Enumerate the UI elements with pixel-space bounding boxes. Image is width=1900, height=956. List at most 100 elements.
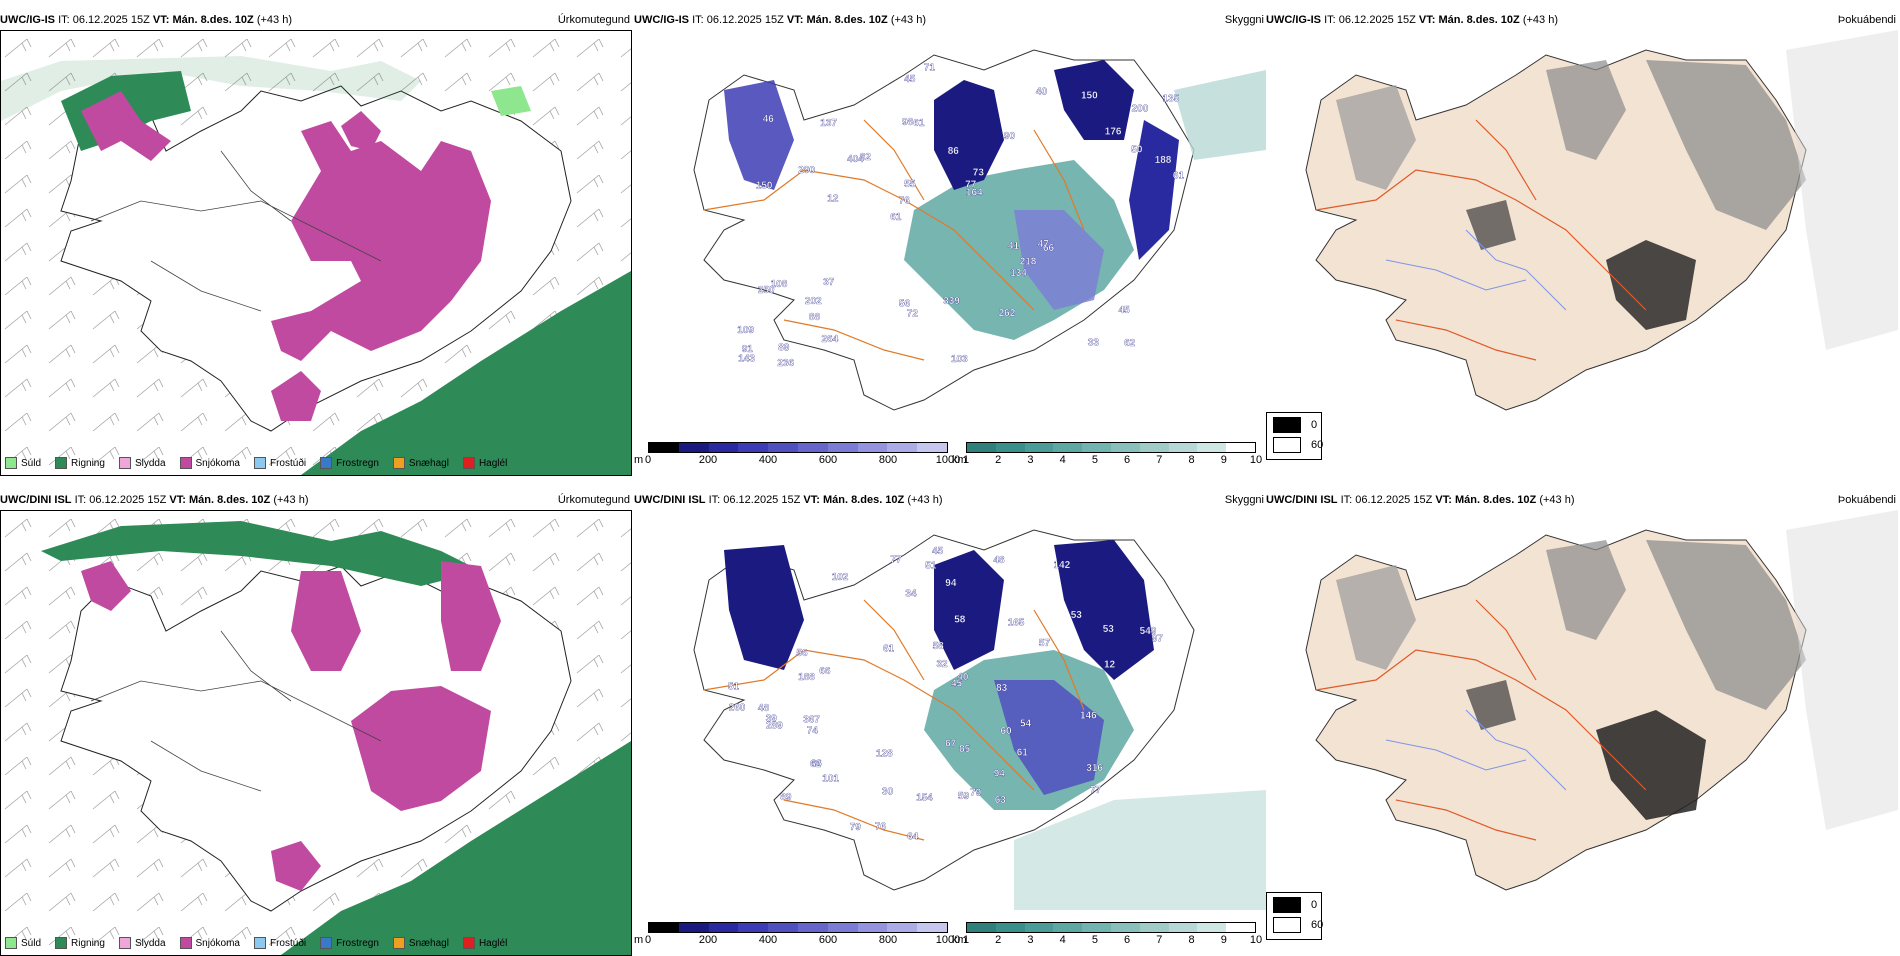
colorbar-segment bbox=[1110, 443, 1140, 452]
colorbar-tick: 600 bbox=[818, 454, 838, 466]
colorbar-segment bbox=[1110, 923, 1140, 932]
visibility-value-label: 58 bbox=[933, 641, 945, 652]
precip-legend: Súld Rigning Slydda Snjókoma Frostúði Frostre… bbox=[5, 457, 507, 469]
visibility-value-label: 76 bbox=[899, 196, 911, 207]
fog-legend-row: 60 bbox=[1273, 917, 1323, 933]
it-label: IT: bbox=[58, 14, 70, 26]
visibility-value-label: 61 bbox=[890, 212, 902, 223]
colorbar-segment bbox=[995, 443, 1025, 452]
vt-label: VT: bbox=[803, 494, 820, 506]
colorbar-segment bbox=[887, 923, 918, 932]
colorbar-tick: 1 bbox=[962, 934, 970, 946]
visibility-colorbar-ticks: 1 2 3 4 5 6 7 8 9 10 bbox=[962, 453, 1262, 467]
colorbar-tick: 9 bbox=[1220, 454, 1227, 466]
visibility-value-label: 45 bbox=[932, 546, 944, 557]
visibility-value-label: 188 bbox=[1155, 155, 1172, 166]
visibility-value-label: 48 bbox=[994, 555, 1006, 566]
colorbar-segment bbox=[708, 923, 739, 932]
ceiling-area bbox=[994, 680, 1104, 795]
visibility-value-label: 50 bbox=[1131, 145, 1143, 156]
colorbar-tick: 3 bbox=[1027, 454, 1034, 466]
fog-legend: 0 60 bbox=[1266, 412, 1323, 460]
colorbar-tick: 1 bbox=[962, 454, 970, 466]
legend-swatch bbox=[179, 457, 192, 469]
panel-header: UWC/IG-IS IT: 06.12.2025 15Z VT: Mán. 8.… bbox=[1266, 10, 1898, 30]
colorbar-tick: 4 bbox=[1059, 454, 1066, 466]
vt-value: Mán. 8.des. 10Z bbox=[1438, 14, 1520, 26]
colorbar-tick: 3 bbox=[1027, 934, 1034, 946]
visibility-value-label: 57 bbox=[1039, 638, 1051, 649]
colorbar-segment bbox=[995, 923, 1025, 932]
legend-label: Frostúði bbox=[269, 457, 307, 469]
visibility-value-label: 12 bbox=[1104, 660, 1116, 671]
legend-label: Frostregn bbox=[336, 937, 379, 949]
visibility-value-label: 549 bbox=[1140, 626, 1157, 637]
lead-time: (+43 h) bbox=[273, 494, 309, 506]
precip-panel-row2: UWC/DINI ISL IT: 06.12.2025 15Z VT: Mán.… bbox=[0, 490, 632, 956]
vt-label: VT: bbox=[786, 14, 804, 26]
visibility-value-label: 55 bbox=[904, 179, 916, 190]
colorbar-segment bbox=[917, 443, 947, 452]
legend-item: Slydda bbox=[118, 937, 166, 949]
visibility-value-label: 53 bbox=[1103, 624, 1115, 635]
visibility-value-label: 367 bbox=[803, 715, 820, 726]
visibility-value-label: 41 bbox=[1008, 241, 1020, 252]
snow-area bbox=[291, 571, 361, 671]
road-network bbox=[703, 119, 1085, 361]
colorbar-segment bbox=[738, 923, 769, 932]
visibility-value-label: 91 bbox=[742, 344, 754, 355]
it-value: 06.12.2025 15Z bbox=[72, 14, 150, 26]
visibility-value-label: 236 bbox=[777, 358, 794, 369]
colorbar-segment bbox=[1197, 923, 1227, 932]
colorbar-segment bbox=[1053, 443, 1083, 452]
visibility-value-label: 54 bbox=[1020, 719, 1032, 730]
visibility-value-label: 102 bbox=[832, 572, 849, 583]
colorbar-tick: 400 bbox=[758, 454, 778, 466]
visibility-value-label: 188 bbox=[798, 672, 815, 683]
visibility-value-label: 53 bbox=[1071, 610, 1083, 621]
lead-time: (+43 h) bbox=[1522, 14, 1558, 26]
ceiling-colorbar-ticks: 0 200 400 600 800 1000 bbox=[645, 933, 960, 947]
colorbar-segment bbox=[887, 443, 918, 452]
fog-legend-label: 0 bbox=[1311, 419, 1318, 431]
colorbar-segment bbox=[857, 923, 888, 932]
legend-item: Frostúði bbox=[253, 937, 306, 949]
colorbar-segment bbox=[797, 923, 828, 932]
visibility-value-label: 79 bbox=[970, 788, 982, 799]
visibility-value-label: 46 bbox=[763, 114, 775, 125]
visibility-value-label: 89 bbox=[778, 343, 790, 354]
ceiling-area bbox=[1014, 210, 1104, 310]
precip-map-svg bbox=[1, 31, 631, 475]
legend-label: Súld bbox=[21, 457, 42, 469]
colorbar-segment bbox=[1139, 443, 1169, 452]
visibility-value-label: 86 bbox=[948, 146, 960, 157]
visibility-value-label: 202 bbox=[805, 296, 822, 307]
colorbar-segment bbox=[1226, 443, 1255, 452]
colorbar-tick: 2 bbox=[995, 454, 1002, 466]
ceiling-colorbar: 0 200 400 600 800 1000 m bbox=[634, 442, 960, 467]
colorbar-segment bbox=[1024, 443, 1054, 452]
visibility-value-label: 200 bbox=[1132, 104, 1149, 115]
visibility-area bbox=[1174, 70, 1266, 160]
visibility-value-label: 79 bbox=[850, 822, 862, 833]
visibility-value-label: 67 bbox=[945, 738, 957, 749]
colorbar-tick: 2 bbox=[995, 934, 1002, 946]
legend-item: Haglél bbox=[462, 937, 507, 949]
fog-area bbox=[1466, 200, 1516, 250]
snow-area bbox=[341, 111, 381, 151]
visibility-value-label: 40 bbox=[1036, 87, 1048, 98]
visibility-value-label: 339 bbox=[943, 296, 960, 307]
snow-area bbox=[271, 371, 321, 421]
snow-area bbox=[271, 121, 491, 361]
colorbar-tick: 800 bbox=[878, 934, 898, 946]
visibility-value-label: 71 bbox=[924, 63, 936, 74]
legend-swatch bbox=[320, 457, 333, 469]
it-label: IT: bbox=[1324, 14, 1336, 26]
legend-swatch bbox=[462, 937, 475, 949]
colorbar-segment bbox=[797, 443, 828, 452]
colorbar-segment bbox=[827, 443, 858, 452]
visibility-labels: 62 150 200 61 90 89 98 86 108 82 109 88 61 73 66 46 45 61… bbox=[737, 62, 1184, 369]
colorbar-segment bbox=[1139, 923, 1169, 932]
legend-swatch bbox=[179, 937, 192, 949]
legend-label: Slydda bbox=[134, 937, 166, 949]
